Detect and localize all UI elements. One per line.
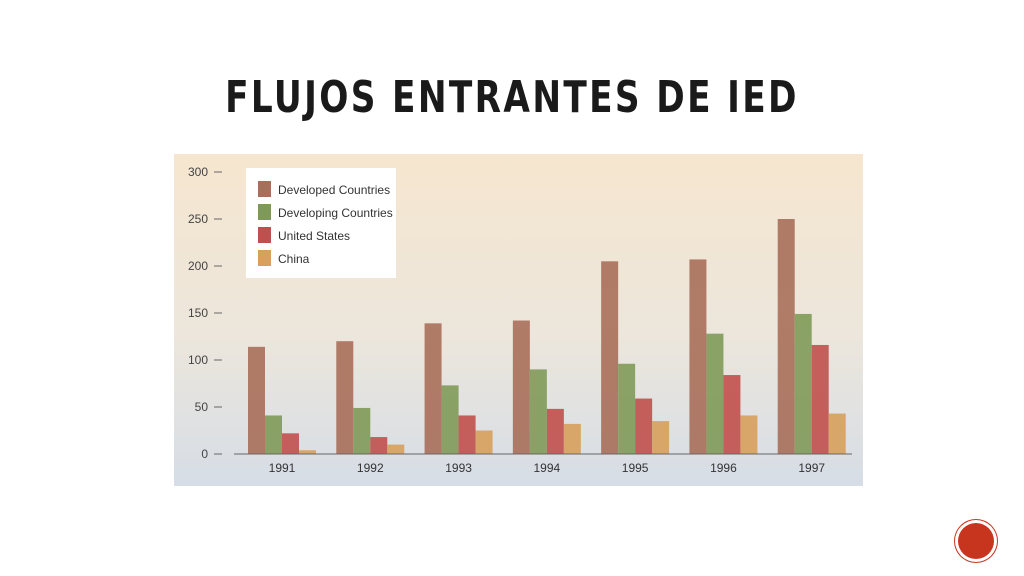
x-tick-label: 1991 xyxy=(269,461,296,475)
bar xyxy=(689,259,707,454)
x-tick-label: 1997 xyxy=(798,461,825,475)
bar xyxy=(794,313,812,454)
bar xyxy=(387,444,405,454)
legend-swatch xyxy=(258,227,271,243)
bar xyxy=(512,320,530,454)
legend-label: Developed Countries xyxy=(278,183,390,197)
legend: Developed Countries Developing Countries U… xyxy=(246,168,396,278)
axis-layer: 0 50 100 150 200 250 300 1991 1992 1993 1994 1995 19… xyxy=(188,165,852,475)
chart-svg: 0 50 100 150 200 250 300 1991 1992 1993 1994 1995 19… xyxy=(174,154,863,486)
x-tick-label: 1996 xyxy=(710,461,737,475)
bar-chart: 0 50 100 150 200 250 300 1991 1992 1993 1994 1995 19… xyxy=(174,154,863,486)
bar xyxy=(282,433,299,454)
bar xyxy=(601,261,619,454)
page-number-button[interactable] xyxy=(958,523,994,559)
bar xyxy=(777,219,795,454)
legend-swatch xyxy=(258,181,271,197)
x-tick-label: 1993 xyxy=(445,461,472,475)
legend-label: United States xyxy=(278,229,350,243)
bar xyxy=(265,415,282,454)
x-tick-label: 1994 xyxy=(534,461,561,475)
y-tick-label: 300 xyxy=(188,165,208,179)
legend-label: China xyxy=(278,252,310,266)
bar xyxy=(546,408,564,454)
bar xyxy=(353,407,371,454)
x-tick-label: 1992 xyxy=(357,461,384,475)
bar xyxy=(811,344,829,454)
legend-label: Developing Countries xyxy=(278,206,393,220)
bar xyxy=(475,430,493,454)
slide-title: FLUJOS ENTRANTES DE IED xyxy=(225,72,799,123)
bar xyxy=(529,369,547,454)
bar xyxy=(370,437,388,454)
y-tick-label: 0 xyxy=(201,447,208,461)
bar xyxy=(706,333,724,454)
bar xyxy=(635,398,653,454)
bar xyxy=(828,413,846,454)
bar xyxy=(441,385,459,454)
legend-swatch xyxy=(258,250,271,266)
y-tick-label: 200 xyxy=(188,259,208,273)
bar xyxy=(723,375,741,454)
y-tick-label: 50 xyxy=(195,400,209,414)
bar xyxy=(424,323,442,454)
bar xyxy=(618,363,636,454)
bar xyxy=(740,415,758,454)
x-tick-label: 1995 xyxy=(622,461,649,475)
bar xyxy=(458,415,476,454)
bar xyxy=(336,341,354,454)
y-tick-label: 100 xyxy=(188,353,208,367)
bar xyxy=(299,450,316,454)
y-tick-label: 150 xyxy=(188,306,208,320)
bars-layer xyxy=(248,219,846,454)
bar xyxy=(248,346,265,454)
y-tick-label: 250 xyxy=(188,212,208,226)
bar xyxy=(563,423,581,454)
legend-swatch xyxy=(258,204,271,220)
bar xyxy=(652,421,670,454)
